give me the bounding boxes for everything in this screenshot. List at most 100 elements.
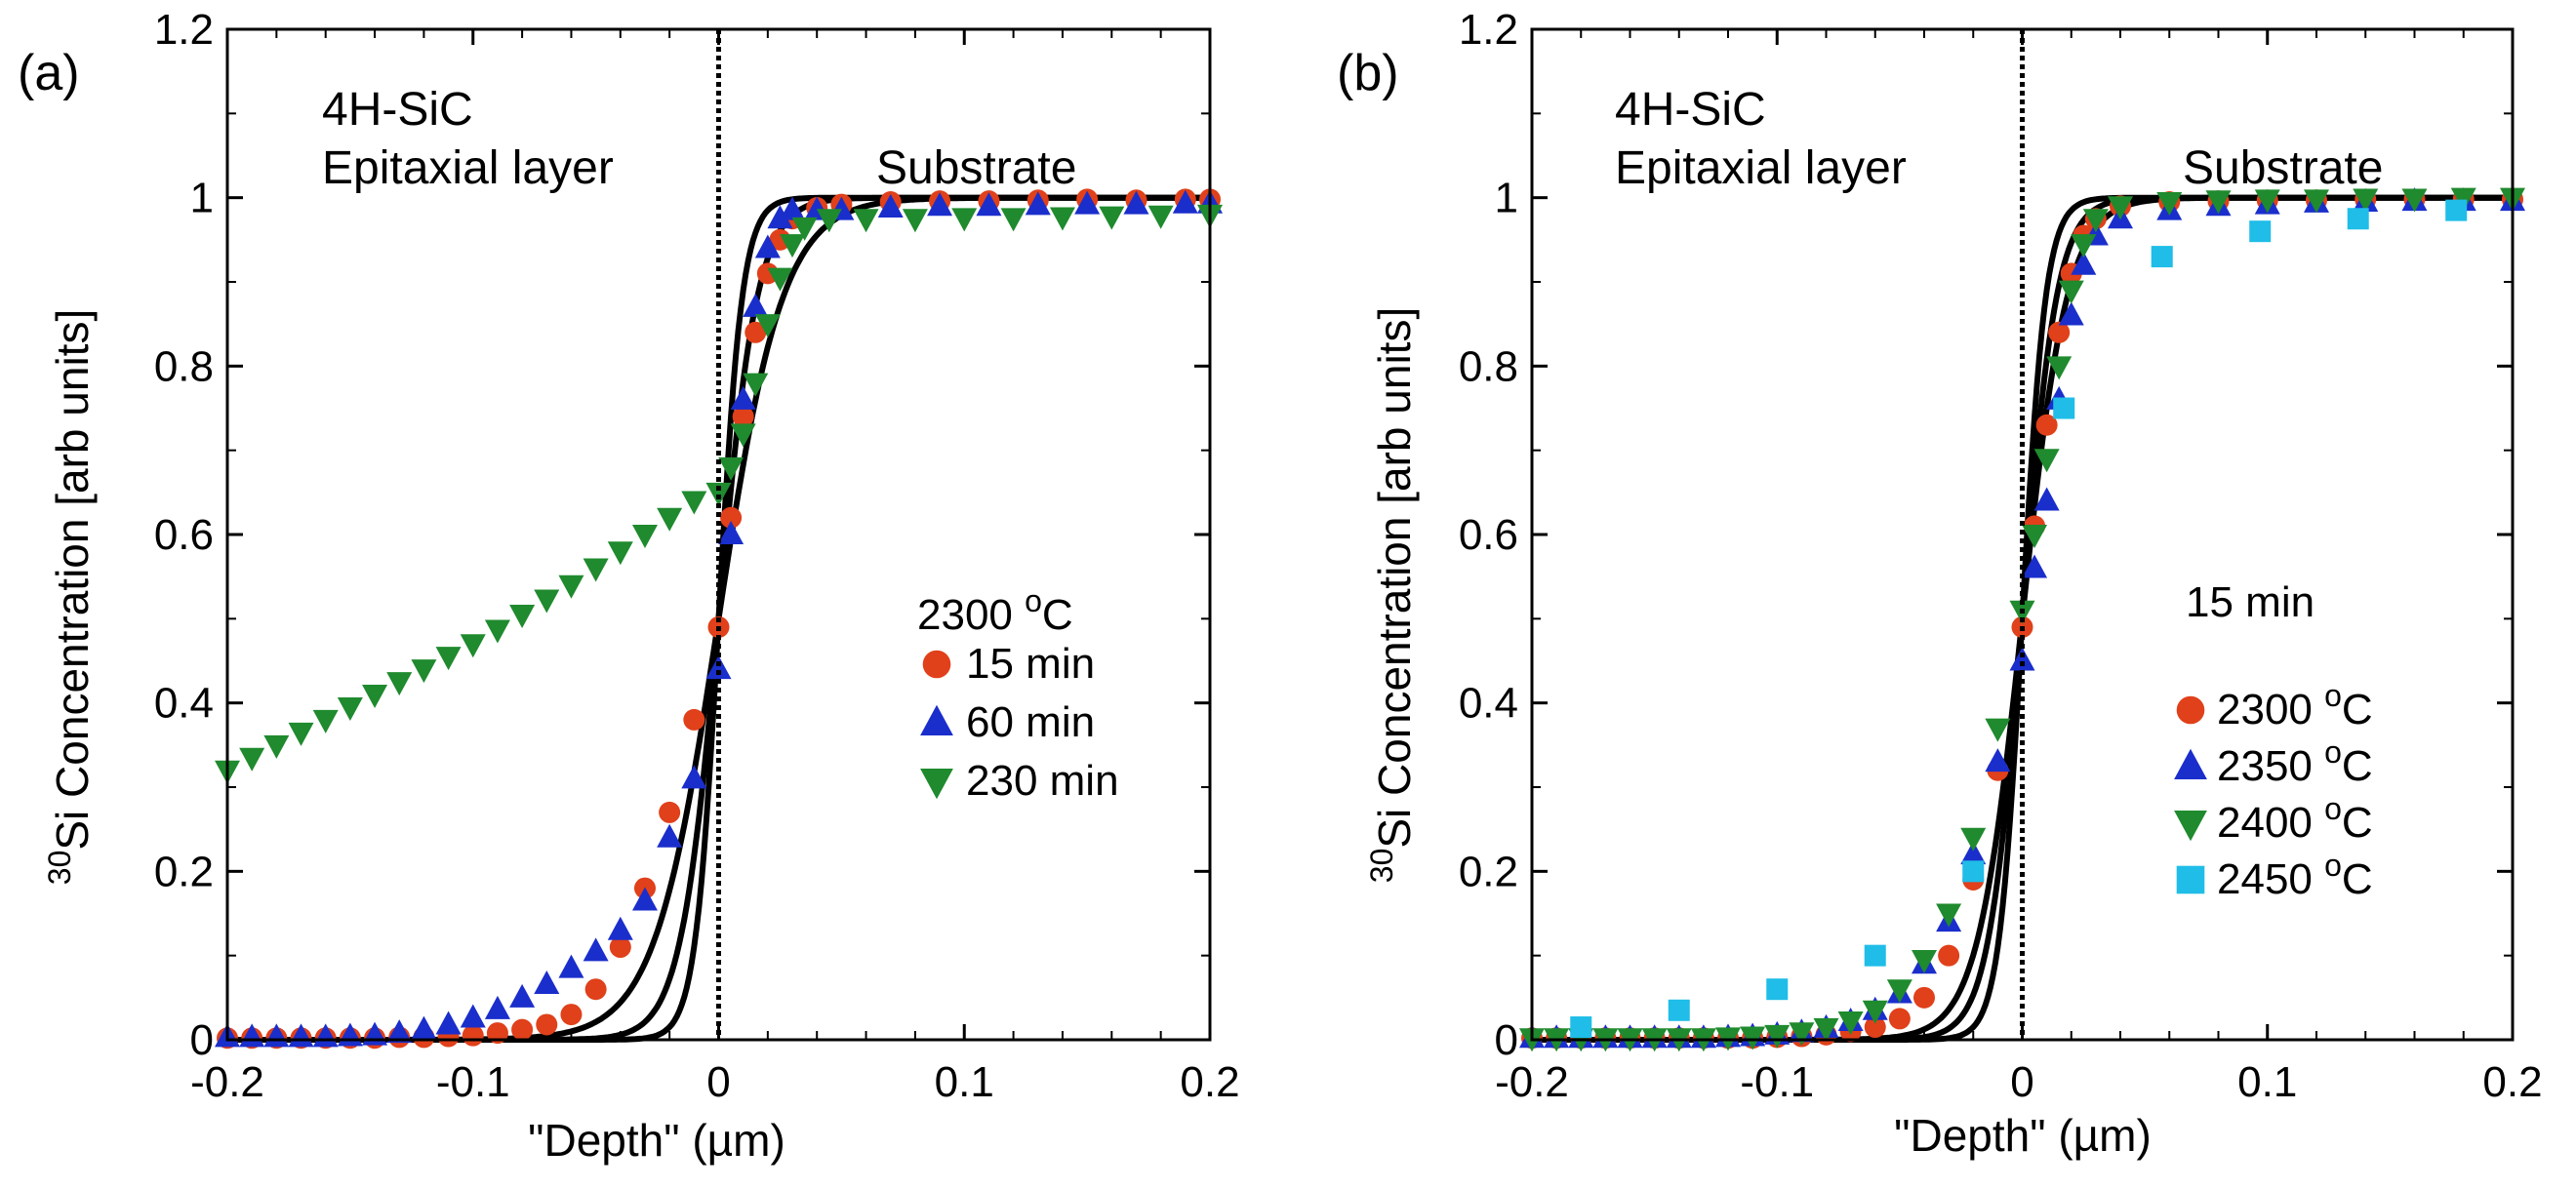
y-axis-label: 30Si Concentration [arb units]	[42, 309, 98, 885]
y-tick-label: 1.2	[1459, 6, 1518, 54]
data-point	[2401, 188, 2428, 213]
data-point	[1172, 189, 1198, 214]
data-point	[767, 205, 793, 229]
y-tick-label: 0.2	[154, 848, 214, 895]
legend-entry-degree: o	[2324, 678, 2342, 713]
data-point	[1074, 190, 1101, 215]
data-point	[730, 423, 756, 448]
data-point	[1962, 860, 1985, 883]
data-point	[2046, 356, 2073, 380]
data-point	[2033, 487, 2060, 511]
legend-entry-label: 230 min	[966, 757, 1119, 805]
legend-marker	[2174, 811, 2207, 842]
legend-entry-unit: C	[2342, 742, 2373, 790]
data-point	[435, 647, 462, 671]
data-point	[767, 267, 793, 292]
data-point	[2058, 280, 2084, 304]
data-point	[718, 521, 745, 544]
data-point	[659, 801, 681, 823]
data-point	[718, 456, 745, 481]
y-axis-label-superscript: 30	[1364, 849, 1399, 884]
data-point	[2071, 234, 2097, 258]
chart-panel-b: (b) 0 0.2 0.4 0.6 0.8 1 1.2 -0.2 -0.1 0 0.1 0.2 4H…	[1337, 6, 2543, 1161]
legend-entry-label: 60 min	[966, 698, 1095, 746]
data-point	[2304, 189, 2329, 214]
x-tick-labels: -0.2 -0.1 0 0.1 0.2	[1495, 1058, 2543, 1106]
data-point	[1886, 979, 1912, 1004]
legend-entry-degree: o	[2324, 791, 2342, 826]
data-point	[411, 659, 437, 684]
data-point	[1049, 207, 1075, 231]
y-axis-label-text: Si Concentration [arb units]	[47, 309, 98, 851]
data-point	[2033, 449, 2060, 473]
legend-entry-label: 2400 oC	[2217, 791, 2373, 847]
y-tick-label: 0	[190, 1016, 214, 1064]
legend-marker	[2174, 748, 2207, 779]
data-point	[386, 1019, 413, 1044]
data-point	[1938, 944, 1960, 967]
data-point	[583, 937, 609, 962]
data-point	[484, 995, 510, 1019]
data-point	[583, 558, 609, 582]
y-tick-label: 0.4	[154, 680, 214, 728]
data-point	[2353, 188, 2379, 213]
legend-entry-value: 2450	[2217, 855, 2324, 903]
y-tick-label: 0.2	[1459, 848, 1518, 895]
data-point	[288, 722, 314, 746]
y-axis-label-superscript: 30	[42, 851, 77, 886]
substrate-label: Substrate	[2183, 142, 2383, 194]
data-point	[2254, 189, 2280, 214]
epilayer-title: 4H-SiC	[1615, 84, 1766, 136]
data-point	[607, 541, 633, 566]
x-tick-label: 0.1	[935, 1058, 994, 1106]
data-point	[1913, 986, 1935, 1009]
data-point	[1813, 1017, 1839, 1042]
legend-entry-label: 2300 oC	[2217, 678, 2373, 733]
data-point	[1570, 1016, 1592, 1039]
data-point	[902, 209, 928, 233]
data-point	[951, 208, 978, 232]
data-point	[1985, 748, 2011, 773]
x-tick-label: -0.1	[436, 1058, 510, 1106]
data-point	[1864, 1016, 1886, 1039]
y-axis-label-text: Si Concentration [arb units]	[1369, 307, 1420, 849]
legend-title-unit: C	[1042, 591, 1073, 639]
data-point	[743, 373, 769, 397]
data-point	[536, 1013, 558, 1036]
series-4	[1570, 199, 2468, 1039]
legend-marker	[922, 650, 951, 679]
data-point	[1789, 1022, 1815, 1047]
legend: 15 min 60 min 230 min	[920, 640, 1119, 805]
data-point	[460, 634, 486, 658]
data-point	[609, 936, 631, 959]
data-point	[607, 916, 633, 940]
data-point	[509, 605, 536, 629]
series-3	[215, 204, 1223, 784]
epilayer-subtitle: Epitaxial layer	[322, 142, 614, 194]
data-point	[534, 589, 560, 614]
legend-title: 15 min	[2186, 578, 2314, 626]
data-point	[2108, 196, 2133, 220]
data-point	[1960, 841, 1987, 865]
data-point	[534, 971, 560, 995]
data-point	[754, 234, 781, 258]
data-point	[484, 619, 510, 644]
data-point	[877, 194, 904, 218]
data-point	[1147, 205, 1174, 229]
data-point	[560, 1004, 583, 1026]
legend-title: 2300 oC	[917, 583, 1073, 639]
plot-frame	[1530, 27, 2515, 1042]
data-point	[1766, 978, 1789, 1001]
legend-entry-value: 2300	[2217, 686, 2324, 733]
data-point	[2035, 414, 2058, 436]
data-point	[1864, 944, 1886, 967]
data-point	[791, 217, 818, 241]
legend-marker	[920, 704, 953, 735]
legend-entry-label: 2350 oC	[2217, 734, 2373, 790]
data-point	[312, 709, 339, 733]
x-axis-label: "Depth" (µm)	[528, 1115, 785, 1166]
data-point	[2022, 554, 2048, 578]
y-tick-label: 0.8	[154, 342, 214, 390]
panel-label: (a)	[18, 45, 80, 101]
data-point	[511, 1018, 534, 1041]
